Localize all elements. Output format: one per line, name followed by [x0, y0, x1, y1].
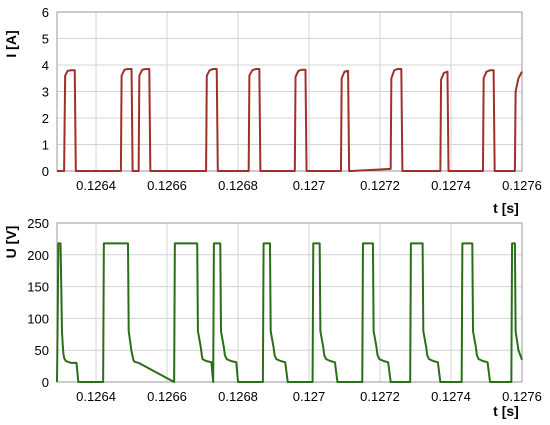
voltage-ytick-label-3: 150 — [27, 280, 49, 295]
current-xtick-label-5: 0.1274 — [431, 178, 471, 193]
voltage-xtick-label-3: 0.127 — [293, 389, 326, 404]
current-ytick-label-3: 3 — [42, 85, 49, 100]
current-y-axis-label: I [A] — [3, 30, 19, 57]
current-chart: 0 1 2 3 4 5 6 0.1264 0.1266 0.1268 0.127 0.1272 0.12… — [3, 5, 542, 216]
current-xtick-label-1: 0.1266 — [147, 178, 187, 193]
current-xtick-label-2: 0.1268 — [218, 178, 258, 193]
current-ytick-label-0: 0 — [42, 164, 49, 179]
current-ytick-label-5: 5 — [42, 32, 49, 47]
voltage-ytick-label-2: 100 — [27, 311, 49, 326]
current-ytick-label-4: 4 — [42, 58, 49, 73]
voltage-xtick-label-1: 0.1266 — [147, 389, 187, 404]
voltage-plot-frame — [56, 222, 523, 383]
current-xtick-label-4: 0.1272 — [360, 178, 400, 193]
current-ytick-label-6: 6 — [42, 5, 49, 20]
voltage-xtick-label-0: 0.1264 — [76, 389, 116, 404]
voltage-ytick-label-5: 250 — [27, 216, 49, 231]
current-xtick-label-6: 0.1276 — [502, 178, 542, 193]
voltage-chart: 0 50 100 150 200 250 0.1264 0.1266 0.1268 0.127 0.… — [3, 216, 542, 419]
voltage-ytick-label-1: 50 — [35, 343, 49, 358]
voltage-xtick-label-4: 0.1272 — [360, 389, 400, 404]
current-xtick-label-0: 0.1264 — [76, 178, 116, 193]
current-ytick-label-2: 2 — [42, 111, 49, 126]
voltage-xtick-label-6: 0.1276 — [502, 389, 542, 404]
voltage-x-axis-label: t [s] — [493, 403, 519, 419]
voltage-y-axis-label: U [V] — [3, 226, 19, 259]
current-ytick-label-1: 1 — [42, 138, 49, 153]
current-series-line-0 — [57, 67, 523, 172]
voltage-series-line-0 — [56, 242, 523, 383]
current-xtick-label-3: 0.127 — [293, 178, 326, 193]
voltage-xtick-label-5: 0.1274 — [431, 389, 471, 404]
voltage-ytick-label-0: 0 — [42, 375, 49, 390]
voltage-ytick-label-4: 200 — [27, 248, 49, 263]
voltage-xtick-label-2: 0.1268 — [218, 389, 258, 404]
current-x-axis-label: t [s] — [493, 200, 519, 216]
